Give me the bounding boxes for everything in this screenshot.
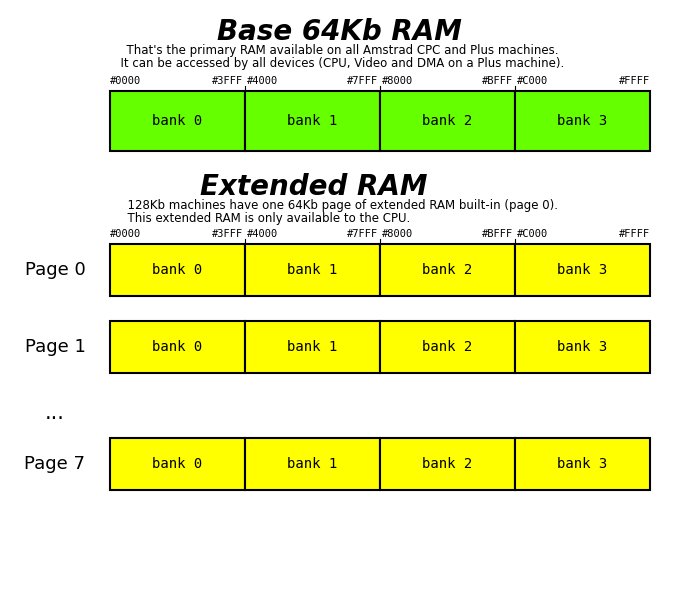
Bar (245, 438, 380, 490)
Text: bank 2: bank 2 (422, 457, 473, 471)
Text: #3FFF: #3FFF (212, 76, 243, 86)
Text: #4000: #4000 (247, 76, 278, 86)
Text: #BFFF: #BFFF (481, 76, 513, 86)
Text: bank 1: bank 1 (287, 114, 337, 128)
Bar (380, 321, 515, 373)
Text: Page 7: Page 7 (24, 455, 86, 473)
Bar (515, 244, 650, 296)
Bar (380, 91, 515, 151)
Text: #4000: #4000 (247, 229, 278, 239)
Text: bank 3: bank 3 (557, 457, 608, 471)
Bar (245, 244, 380, 296)
Text: bank 0: bank 0 (152, 340, 202, 354)
Text: bank 3: bank 3 (557, 263, 608, 277)
Text: #7FFF: #7FFF (347, 229, 378, 239)
Bar (515, 438, 650, 490)
Text: bank 3: bank 3 (557, 340, 608, 354)
Text: bank 1: bank 1 (287, 340, 337, 354)
Bar (245, 321, 380, 373)
Text: #BFFF: #BFFF (481, 229, 513, 239)
Bar (515, 91, 650, 151)
Text: bank 0: bank 0 (152, 114, 202, 128)
Text: bank 0: bank 0 (152, 263, 202, 277)
Text: #FFFF: #FFFF (619, 76, 650, 86)
Bar (110, 244, 245, 296)
Text: #8000: #8000 (382, 76, 414, 86)
Text: #0000: #0000 (110, 76, 141, 86)
Bar (515, 321, 650, 373)
Text: bank 2: bank 2 (422, 114, 473, 128)
Text: #7FFF: #7FFF (347, 76, 378, 86)
Text: bank 1: bank 1 (287, 263, 337, 277)
Bar (110, 438, 245, 490)
Text: Page 0: Page 0 (24, 261, 86, 279)
Bar (110, 91, 245, 151)
Text: It can be accessed by all devices (CPU, Video and DMA on a Plus machine).: It can be accessed by all devices (CPU, … (113, 57, 565, 70)
Text: #FFFF: #FFFF (619, 229, 650, 239)
Bar (245, 91, 380, 151)
Text: bank 1: bank 1 (287, 457, 337, 471)
Bar (380, 438, 515, 490)
Bar (110, 321, 245, 373)
Text: Extended RAM: Extended RAM (200, 173, 428, 201)
Text: #C000: #C000 (517, 76, 548, 86)
Text: This extended RAM is only available to the CPU.: This extended RAM is only available to t… (120, 212, 410, 225)
Text: #0000: #0000 (110, 229, 141, 239)
Bar (380, 244, 515, 296)
Text: That's the primary RAM available on all Amstrad CPC and Plus machines.: That's the primary RAM available on all … (120, 44, 559, 57)
Text: ...: ... (45, 403, 65, 423)
Text: Page 1: Page 1 (24, 338, 86, 356)
Text: bank 3: bank 3 (557, 114, 608, 128)
Text: #C000: #C000 (517, 229, 548, 239)
Text: bank 0: bank 0 (152, 457, 202, 471)
Text: 128Kb machines have one 64Kb page of extended RAM built-in (page 0).: 128Kb machines have one 64Kb page of ext… (120, 199, 558, 212)
Text: Base 64Kb RAM: Base 64Kb RAM (217, 18, 462, 46)
Text: #8000: #8000 (382, 229, 414, 239)
Text: #3FFF: #3FFF (212, 229, 243, 239)
Text: bank 2: bank 2 (422, 340, 473, 354)
Text: bank 2: bank 2 (422, 263, 473, 277)
